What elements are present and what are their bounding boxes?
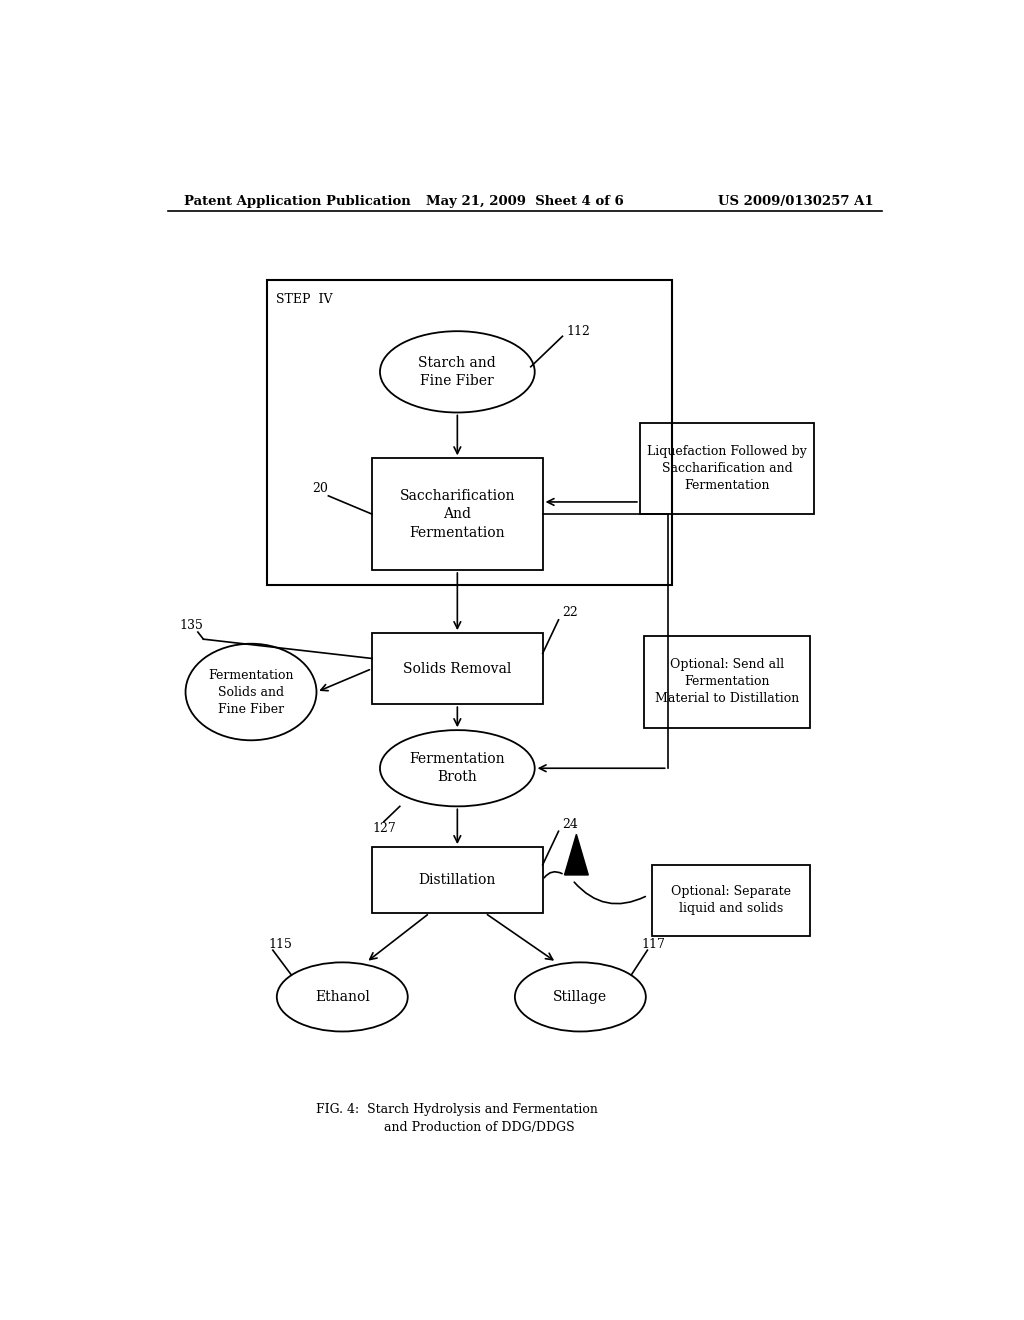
Text: Fermentation
Solids and
Fine Fiber: Fermentation Solids and Fine Fiber — [208, 668, 294, 715]
Text: May 21, 2009  Sheet 4 of 6: May 21, 2009 Sheet 4 of 6 — [426, 194, 624, 207]
Text: Ethanol: Ethanol — [314, 990, 370, 1005]
Text: Distillation: Distillation — [419, 873, 496, 887]
Text: Patent Application Publication: Patent Application Publication — [183, 194, 411, 207]
Text: 22: 22 — [562, 606, 579, 619]
Text: 127: 127 — [372, 822, 396, 836]
Text: 135: 135 — [179, 619, 204, 632]
Bar — [372, 847, 543, 913]
Bar — [372, 634, 543, 704]
Text: Optional: Separate
liquid and solids: Optional: Separate liquid and solids — [671, 886, 792, 915]
Text: Optional: Send all
Fermentation
Material to Distillation: Optional: Send all Fermentation Material… — [655, 659, 800, 705]
Text: Stillage: Stillage — [553, 990, 607, 1005]
Text: US 2009/0130257 A1: US 2009/0130257 A1 — [719, 194, 873, 207]
Text: 20: 20 — [312, 482, 329, 495]
Text: 24: 24 — [562, 817, 579, 830]
Text: Fermentation
Broth: Fermentation Broth — [410, 752, 505, 784]
Text: Starch and
Fine Fiber: Starch and Fine Fiber — [419, 355, 497, 388]
Text: 112: 112 — [566, 325, 591, 338]
Text: STEP  IV: STEP IV — [276, 293, 333, 305]
Text: Solids Removal: Solids Removal — [403, 661, 512, 676]
Bar — [640, 422, 814, 515]
Bar — [372, 458, 543, 570]
Text: 117: 117 — [642, 937, 666, 950]
Text: 115: 115 — [269, 937, 293, 950]
Bar — [267, 280, 672, 585]
Text: Liquefaction Followed by
Saccharification and
Fermentation: Liquefaction Followed by Saccharificatio… — [647, 445, 807, 492]
Polygon shape — [564, 834, 588, 875]
Bar — [652, 865, 811, 936]
Bar — [644, 636, 811, 727]
Text: Saccharification
And
Fermentation: Saccharification And Fermentation — [399, 488, 515, 540]
Text: FIG. 4:  Starch Hydrolysis and Fermentation
           and Production of DDG/DDG: FIG. 4: Starch Hydrolysis and Fermentati… — [316, 1104, 598, 1134]
